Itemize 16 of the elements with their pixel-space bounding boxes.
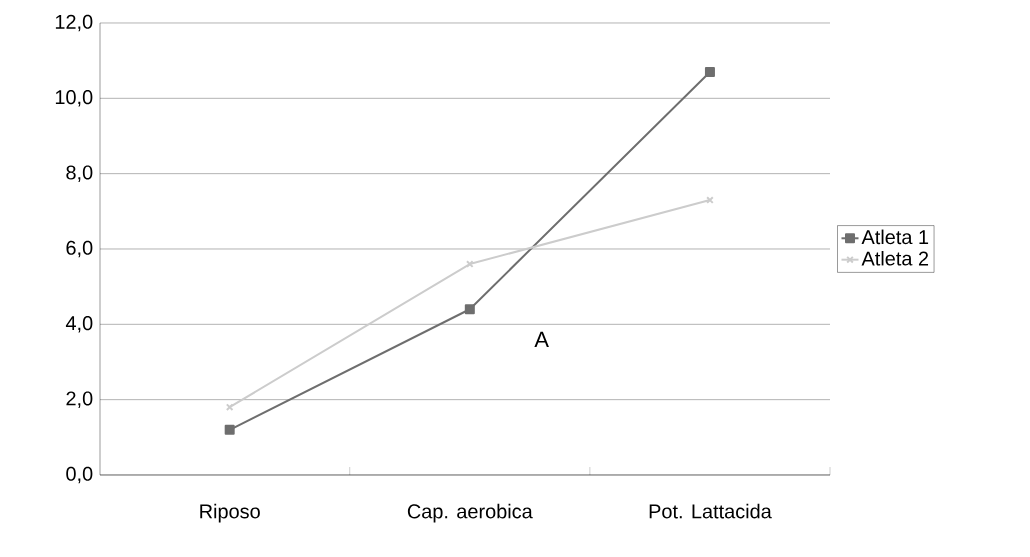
x-tick-label: Pot. Lattacida [649,503,772,519]
point [704,66,715,77]
x-tick-label: Cap. aerobica [407,503,533,523]
y-tick-label: 2,0 [66,391,93,408]
y-tick-label: 10,0 [55,90,93,107]
y-tick-label: 8,0 [66,165,93,182]
y-tick-label: 6,0 [66,240,93,258]
legend-label: Atleta 1 [861,229,929,245]
y-tick-label: 0,0 [66,466,93,484]
y-tick-label: 4,0 [65,316,93,333]
legend-label: Atleta 2 [861,250,929,266]
point [464,304,475,315]
point [224,424,235,435]
y-tick-label: 12,0 [55,14,93,32]
x-tick-label: Riposo [200,503,260,523]
annotation: A [534,331,549,347]
